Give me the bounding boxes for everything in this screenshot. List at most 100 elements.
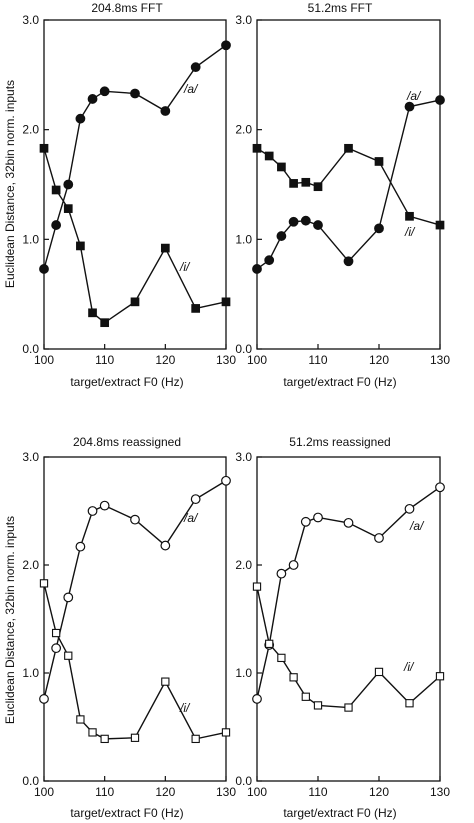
data-point-circle: [51, 220, 62, 230]
x-tick-label: 100: [247, 353, 267, 367]
data-point-circle: [221, 475, 231, 486]
x-tick-label: 110: [95, 353, 114, 367]
data-point-circle: [87, 506, 98, 516]
series-label: /i/: [179, 701, 191, 715]
data-point-square: [51, 628, 61, 638]
data-point-square: [39, 143, 49, 153]
data-point-square: [130, 297, 140, 307]
data-point-square: [435, 672, 445, 681]
data-point-square: [277, 162, 286, 172]
data-point-circle: [160, 540, 171, 551]
data-point-square: [100, 318, 110, 328]
data-point-square: [344, 703, 353, 712]
chart-panel-2: 51.2ms FFT target/extract F0 (Hz) 100 110…: [235, 1, 450, 389]
data-point-square: [64, 651, 73, 660]
x-axis-label: target/extract F0 (Hz): [70, 806, 183, 820]
y-tick-label: 2.0: [235, 123, 252, 137]
data-point-circle: [252, 694, 262, 704]
data-point-square: [161, 677, 170, 686]
x-tick-label: 130: [430, 353, 450, 367]
y-tick-label: 2.0: [235, 558, 252, 572]
data-point-square: [191, 304, 201, 313]
data-point-square: [63, 204, 73, 213]
plot-frame: [43, 456, 227, 782]
data-point-circle: [130, 514, 140, 525]
data-point-square: [252, 143, 262, 153]
series-line: [43, 583, 227, 740]
data-point-circle: [39, 694, 49, 704]
x-tick-label: 100: [247, 785, 267, 799]
data-point-circle: [63, 179, 74, 190]
data-point-square: [435, 220, 445, 230]
data-point-square: [301, 692, 310, 701]
x-tick-label: 130: [216, 353, 236, 367]
y-tick-label: 3.0: [235, 13, 252, 27]
data-point-square: [221, 297, 231, 307]
series-line: [256, 147, 441, 226]
plot-frame: [256, 456, 441, 782]
data-point-square: [252, 582, 262, 591]
data-point-square: [221, 728, 231, 737]
data-point-square: [51, 185, 61, 195]
y-tick-label: 0.0: [22, 774, 39, 788]
data-point-circle: [435, 95, 445, 105]
data-point-square: [265, 639, 274, 648]
series-label: /a/: [183, 511, 199, 525]
y-tick-label: 0.0: [235, 342, 252, 356]
y-tick-label: 3.0: [22, 13, 39, 27]
chart-panel-1: 204.8ms FFT target/extract F0 (Hz) 100 11…: [22, 1, 236, 389]
y-tick-label: 3.0: [235, 450, 252, 464]
data-point-square: [160, 243, 170, 253]
data-point-square: [344, 143, 353, 153]
y-tick-label: 2.0: [22, 123, 39, 137]
data-point-square: [100, 734, 109, 744]
x-tick-label: 130: [430, 785, 450, 799]
data-point-circle: [404, 503, 415, 514]
y-tick-label: 1.0: [22, 666, 39, 680]
data-point-circle: [276, 231, 287, 241]
data-point-square: [191, 734, 200, 744]
series-line: [256, 486, 441, 700]
y-axis-label-bottom: Euclidean Distance, 32bin norm. inputs: [3, 516, 17, 724]
data-point-circle: [374, 533, 384, 543]
data-point-square: [313, 701, 323, 710]
data-point-square: [88, 308, 97, 318]
data-point-circle: [300, 516, 311, 527]
x-tick-label: 120: [369, 785, 389, 799]
data-point-square: [405, 699, 414, 708]
data-point-square: [405, 211, 414, 221]
data-point-circle: [264, 255, 275, 266]
data-point-circle: [313, 220, 323, 230]
chart-title: 204.8ms reassigned: [73, 435, 181, 449]
data-point-circle: [288, 216, 299, 227]
x-axis-label: target/extract F0 (Hz): [70, 375, 183, 389]
y-tick-label: 0.0: [22, 342, 39, 356]
data-point-circle: [435, 482, 445, 493]
y-tick-label: 1.0: [22, 232, 39, 246]
y-tick-label: 1.0: [235, 232, 252, 246]
x-tick-label: 100: [34, 353, 54, 367]
x-axis-label: target/extract F0 (Hz): [283, 806, 396, 820]
data-point-circle: [190, 62, 201, 73]
data-point-circle: [75, 113, 86, 124]
data-point-circle: [313, 512, 323, 523]
data-point-square: [88, 728, 97, 737]
data-point-square: [264, 151, 274, 161]
y-tick-label: 3.0: [22, 450, 39, 464]
data-point-circle: [160, 106, 171, 116]
data-point-circle: [221, 40, 231, 51]
data-point-circle: [51, 643, 62, 654]
data-point-square: [374, 667, 384, 677]
data-point-circle: [374, 223, 384, 234]
y-tick-label: 0.0: [235, 774, 252, 788]
data-point-circle: [343, 256, 354, 267]
y-tick-label: 1.0: [235, 666, 252, 680]
data-point-circle: [130, 88, 140, 99]
data-point-square: [39, 579, 49, 588]
chart-title: 204.8ms FFT: [91, 1, 163, 15]
y-axis-label-top: Euclidean Distance, 32bin norm. inputs: [3, 80, 17, 288]
x-tick-label: 100: [34, 785, 54, 799]
x-tick-label: 110: [95, 785, 114, 799]
data-point-circle: [404, 101, 415, 112]
chart-title: 51.2ms reassigned: [289, 435, 390, 449]
